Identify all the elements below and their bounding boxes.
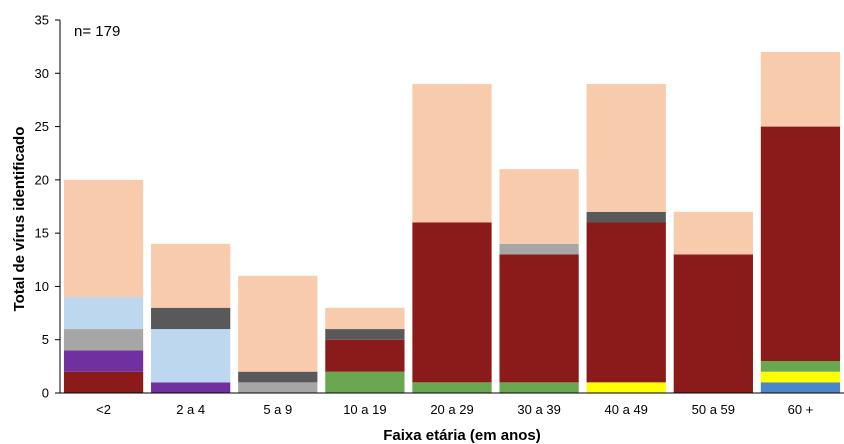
y-tick-label: 0 [42,386,49,401]
bar-segment [325,307,405,330]
bar-segment [238,382,318,393]
bar-segment [499,254,579,383]
x-tick-label: <2 [96,402,111,417]
bars-group [63,51,841,393]
bar-segment [586,222,666,383]
bar-segment [760,371,841,383]
bar-segment [151,329,231,383]
bar-segment [325,339,405,372]
y-axis-ticks: 0 5 10 15 20 25 30 35 [35,13,60,401]
y-tick-label: 5 [42,332,49,347]
bar-segment [760,51,841,127]
bar-segment [412,382,492,393]
x-tick-label: 30 a 39 [517,402,560,417]
x-tick-label: 20 a 29 [430,402,473,417]
y-tick-label: 10 [35,279,49,294]
y-tick-label: 35 [35,13,49,28]
bar-segment [499,382,579,393]
bar-segment [760,361,841,372]
x-tick-label: 50 a 59 [692,402,735,417]
x-tick-label: 5 a 9 [263,402,292,417]
y-axis-title: Total de vírus identificado [11,127,28,312]
y-tick-label: 15 [35,226,49,241]
bar-segment [586,382,666,393]
bar-segment [673,211,753,255]
x-tick-label: 40 a 49 [605,402,648,417]
x-axis-ticks: <2 2 a 4 5 a 9 10 a 19 20 a 29 30 a 39 40 a 49… [96,402,813,417]
bar-segment [238,275,318,372]
sample-size-annotation: n= 179 [74,23,120,40]
bar-segment [325,329,405,340]
bar-segment [499,243,579,255]
bar-segment [412,222,492,383]
bar-segment [63,329,144,351]
bar-segment [325,371,405,393]
y-tick-label: 20 [35,172,49,187]
x-tick-label: 10 a 19 [343,402,386,417]
y-tick-label: 25 [35,119,49,134]
x-tick-label: 60 + [788,402,814,417]
bar-segment [151,307,231,330]
bar-segment [238,371,318,383]
bar-segment [151,382,231,393]
bar-segment [412,83,492,223]
bar-segment [151,243,231,308]
bar-segment [586,83,666,212]
bar-segment [586,211,666,223]
bar-segment [63,350,144,372]
bar-segment [760,382,841,393]
bar-segment [673,254,753,393]
y-tick-label: 30 [35,66,49,81]
bar-segment [760,126,841,362]
bar-segment [499,169,579,244]
x-tick-label: 2 a 4 [176,402,205,417]
bar-segment [63,179,144,298]
bar-segment [63,297,144,330]
x-axis-title: Faixa etária (em anos) [383,427,541,444]
bar-segment [63,371,144,393]
